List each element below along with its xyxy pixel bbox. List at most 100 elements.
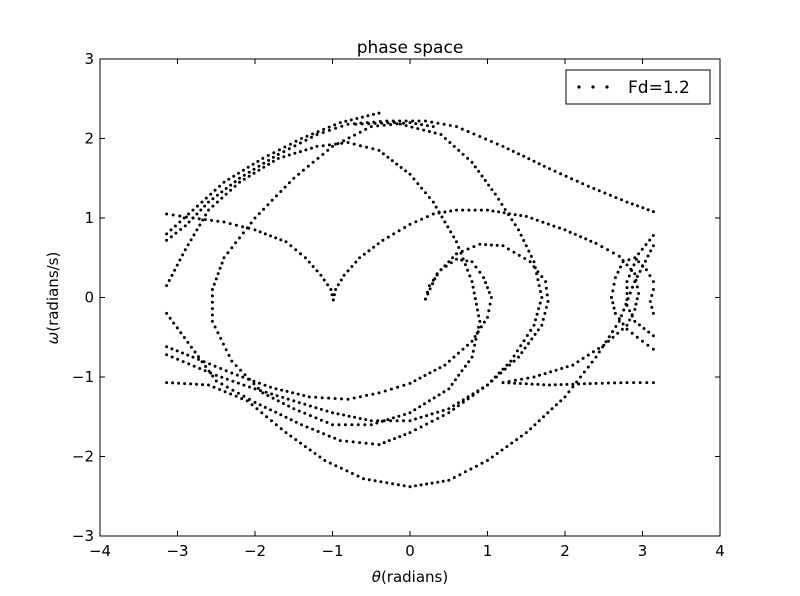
data-point	[354, 260, 358, 264]
data-point	[252, 382, 256, 386]
data-point	[220, 382, 224, 386]
data-point	[495, 142, 499, 146]
data-point	[449, 230, 453, 234]
data-point	[586, 184, 590, 188]
data-point	[383, 389, 387, 393]
data-point	[630, 269, 634, 272]
data-point	[638, 269, 642, 273]
plot-frame	[99, 58, 721, 537]
data-point	[651, 347, 655, 351]
data-point	[251, 162, 255, 166]
data-point	[259, 389, 262, 393]
data-point	[340, 124, 344, 128]
data-point	[358, 441, 362, 445]
data-point	[651, 234, 655, 237]
data-point	[443, 220, 447, 224]
data-point	[334, 142, 338, 146]
data-point	[650, 294, 654, 297]
data-point	[242, 383, 246, 387]
data-point	[288, 142, 292, 146]
data-point	[478, 135, 482, 138]
data-point	[633, 319, 637, 323]
data-point	[604, 340, 608, 344]
data-point	[634, 302, 638, 306]
data-point	[414, 484, 417, 488]
data-point	[616, 270, 620, 274]
data-point	[600, 381, 604, 385]
data-point	[480, 174, 484, 178]
data-point	[465, 259, 469, 263]
data-point	[497, 371, 501, 375]
data-point	[470, 160, 474, 164]
data-point	[377, 443, 381, 447]
data-point	[292, 399, 296, 403]
data-point	[543, 372, 547, 376]
data-point	[594, 355, 598, 359]
data-point	[603, 191, 607, 195]
data-point	[296, 392, 300, 396]
data-point	[495, 243, 499, 247]
data-point	[474, 464, 478, 468]
data-point	[651, 210, 655, 214]
data-point	[313, 452, 317, 455]
data-point	[533, 332, 537, 336]
data-point	[352, 396, 356, 400]
data-point	[479, 208, 483, 212]
data-point	[287, 153, 291, 157]
data-point	[218, 184, 222, 188]
data-point	[425, 422, 429, 426]
data-point	[497, 197, 501, 201]
data-point	[577, 382, 581, 386]
data-point	[303, 411, 307, 415]
data-point	[540, 296, 544, 299]
data-point	[201, 218, 205, 222]
data-point	[460, 127, 464, 131]
data-point	[280, 388, 284, 392]
data-point	[506, 247, 510, 251]
data-point	[334, 288, 338, 291]
data-point	[343, 423, 347, 427]
data-point	[258, 230, 262, 234]
data-point	[367, 249, 371, 253]
data-point	[367, 478, 371, 482]
data-point	[356, 474, 360, 478]
data-point	[191, 208, 195, 212]
data-point	[612, 282, 616, 286]
data-point	[542, 383, 546, 387]
data-point	[234, 394, 238, 398]
data-point	[549, 370, 553, 374]
data-point	[192, 233, 196, 237]
data-point	[641, 206, 645, 210]
data-point	[621, 322, 625, 326]
data-point	[389, 419, 393, 423]
data-point	[563, 228, 567, 232]
data-point	[240, 397, 244, 401]
data-point	[197, 357, 200, 361]
data-point	[402, 419, 405, 423]
data-point	[637, 292, 641, 295]
data-point	[223, 390, 227, 394]
data-point	[229, 183, 233, 187]
data-point	[638, 381, 642, 385]
data-point	[198, 367, 202, 370]
data-point	[253, 387, 257, 391]
data-point	[235, 373, 239, 377]
data-point	[248, 377, 251, 381]
data-point	[350, 423, 354, 427]
data-point	[300, 137, 303, 140]
data-point	[442, 390, 446, 394]
y-tick-label: 2	[84, 130, 94, 148]
data-point	[263, 232, 267, 236]
data-point	[446, 225, 450, 229]
x-tick-label: 4	[715, 542, 725, 560]
data-point	[381, 238, 385, 242]
x-tick-label: 3	[638, 542, 648, 560]
data-point	[169, 228, 173, 232]
data-point	[167, 279, 171, 282]
data-point	[447, 260, 451, 264]
data-point	[526, 376, 530, 380]
data-point	[183, 248, 187, 252]
data-point	[323, 459, 327, 462]
data-point	[253, 216, 257, 220]
data-point	[584, 237, 588, 241]
